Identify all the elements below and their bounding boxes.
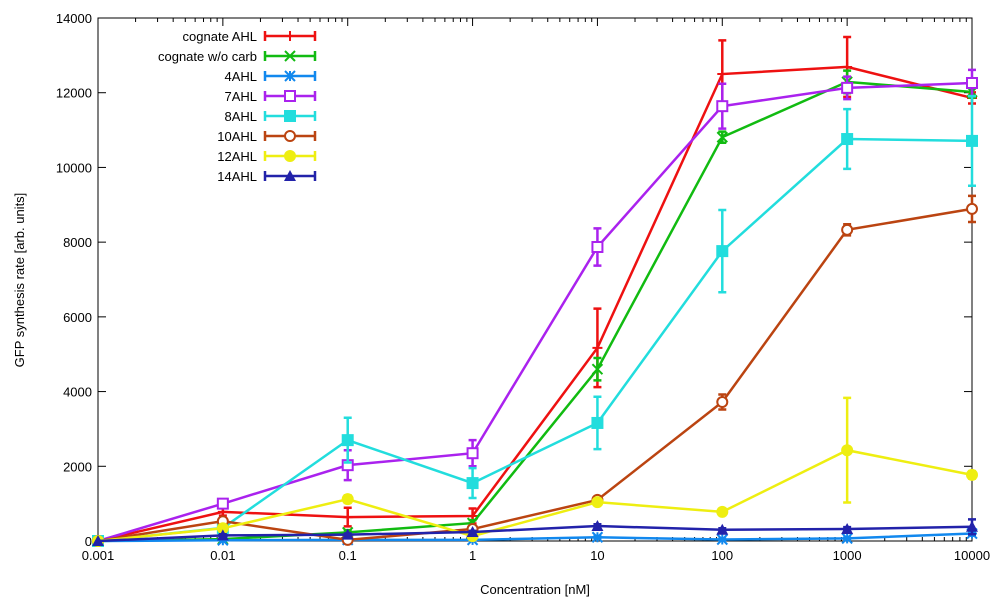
y-tick-label: 10000	[56, 160, 92, 175]
legend-label: 7AHL	[224, 89, 257, 104]
triangle-marker	[216, 529, 229, 541]
plus-marker	[342, 512, 353, 523]
series-10ahl	[92, 194, 978, 547]
series-line	[97, 81, 973, 543]
square-marker	[466, 477, 479, 490]
series-line	[97, 524, 973, 543]
legend-label: cognate AHL	[183, 29, 257, 44]
x-tick-label: 10	[590, 548, 604, 563]
y-tick-label: 14000	[56, 11, 92, 26]
square-marker	[466, 447, 479, 460]
x-marker	[284, 50, 296, 62]
legend: cognate AHL cognate w/o carb 4AHL 7AHL 8AHL 1…	[158, 29, 317, 184]
series-14ahl	[92, 518, 978, 546]
legend-label: cognate w/o carb	[158, 49, 257, 64]
y-tick-label: 8000	[63, 235, 92, 250]
square-marker	[284, 110, 296, 122]
legend-label: 12AHL	[217, 149, 257, 164]
x-marker	[716, 131, 728, 143]
circle-marker	[966, 202, 978, 215]
circle-marker	[284, 150, 296, 162]
triangle-marker	[92, 535, 104, 546]
circle-marker	[216, 522, 229, 535]
x-tick-label: 0.001	[82, 548, 115, 563]
square-marker	[716, 245, 729, 258]
circle-marker	[841, 223, 854, 236]
series-line	[97, 532, 973, 543]
star-marker	[284, 70, 296, 82]
y-tick-label: 4000	[63, 385, 92, 400]
square-marker	[716, 100, 729, 113]
plus-marker	[592, 342, 603, 353]
square-marker	[966, 77, 978, 90]
x-axis-label: Concentration [nM]	[480, 582, 590, 597]
legend-label: 10AHL	[217, 129, 257, 144]
square-marker	[841, 81, 854, 94]
legend-label: 8AHL	[224, 109, 257, 124]
y-tick-label: 0	[85, 534, 92, 549]
square-marker	[284, 90, 296, 102]
circle-marker	[284, 130, 296, 142]
plus-marker	[285, 31, 295, 41]
triangle-marker	[466, 526, 479, 538]
triangle-marker	[591, 520, 604, 532]
legend-label: 14AHL	[217, 169, 257, 184]
x-tick-label: 100	[711, 548, 733, 563]
circle-marker	[716, 396, 729, 409]
x-tick-label: 0.1	[339, 548, 357, 563]
y-tick-label: 12000	[56, 86, 92, 101]
triangle-marker	[716, 523, 729, 535]
star-marker	[716, 533, 728, 546]
square-marker	[341, 434, 354, 447]
x-tick-label: 1	[469, 548, 476, 563]
star-marker	[841, 532, 853, 545]
triangle-marker	[966, 520, 978, 532]
square-marker	[216, 497, 229, 510]
triangle-marker	[284, 170, 296, 181]
y-tick-label: 6000	[63, 310, 92, 325]
legend-label: 4AHL	[224, 69, 257, 84]
triangle-marker	[841, 523, 854, 535]
square-marker	[966, 134, 978, 147]
star-marker	[591, 531, 604, 543]
circle-marker	[341, 493, 354, 506]
plot-border	[97, 17, 973, 542]
plus-marker	[717, 69, 728, 80]
series-line	[97, 448, 973, 543]
x-marker	[591, 363, 604, 375]
axis-ticks: 0 2000 4000 6000 8000 10000 12000 14000 0.001 0.0…	[56, 11, 990, 563]
x-tick-label: 0.01	[210, 548, 235, 563]
square-marker	[841, 133, 854, 146]
circle-marker	[966, 468, 978, 481]
square-marker	[591, 416, 604, 429]
series-line	[97, 207, 973, 543]
series-line	[97, 137, 973, 543]
triangle-marker	[341, 528, 354, 540]
x-tick-label: 1000	[833, 548, 862, 563]
series-layer	[92, 35, 978, 547]
y-axis-label: GFP synthesis rate [arb. units]	[12, 193, 27, 368]
circle-marker	[591, 496, 604, 509]
circle-marker	[716, 505, 729, 518]
series-12ahl	[92, 396, 978, 547]
y-tick-label: 2000	[63, 459, 92, 474]
circle-marker	[841, 444, 854, 457]
plot-frame	[97, 17, 973, 542]
x-tick-label: 10000	[954, 548, 990, 563]
series-8ahl	[92, 94, 978, 547]
square-marker	[591, 240, 604, 253]
